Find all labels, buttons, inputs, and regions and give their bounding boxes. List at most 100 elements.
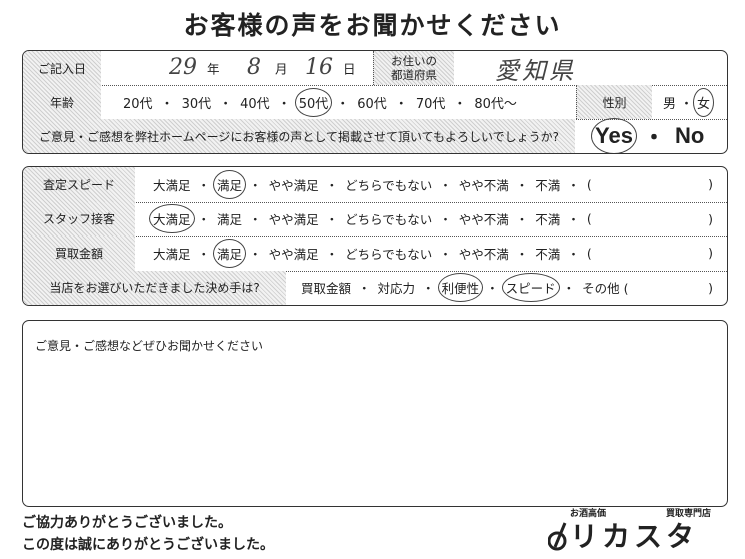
rating-option[interactable]: やや満足: [268, 246, 319, 262]
rating-option: (: [586, 211, 592, 227]
separator: ・: [160, 96, 174, 112]
rating-option[interactable]: やや満足: [268, 212, 319, 228]
rating-options: 大満足・満足・やや満足・どちらでもない・やや不満・不満・(: [153, 167, 592, 202]
separator: ・: [515, 212, 529, 228]
logo-tagline-right: 買取専門店: [666, 509, 712, 519]
decision-row: 当店をお選びいただきました決め手は? 買取金額・対応力・利便性・スピード・その他…: [23, 270, 727, 306]
separator: ・: [325, 177, 339, 193]
rating-option[interactable]: やや不満: [458, 212, 509, 228]
decision-option-selected[interactable]: 利便性: [437, 273, 484, 303]
age-label: 年齢: [23, 85, 101, 119]
age-option-selected[interactable]: 50代: [294, 87, 333, 117]
separator: ・: [422, 281, 435, 297]
comments-label: ご意見・ご感想などぜひお聞かせください: [35, 339, 264, 353]
date-row: ご記入日 29 年 8 月 16 日 お住いの 都道府県 愛知県: [23, 51, 727, 86]
decision-option: ): [708, 280, 713, 296]
age-row: 年齢 20代・ 30代・ 40代・ 50代・ 60代・ 70代・ 80代〜 性別 男・女: [23, 85, 727, 120]
separator: ・: [249, 246, 262, 262]
rating-option: ): [708, 176, 713, 192]
prefecture-label: お住いの 都道府県: [373, 51, 454, 85]
publish-options: Yes ・ No: [591, 118, 705, 153]
rating-label: 査定スピード: [23, 167, 135, 202]
decision-option[interactable]: 対応力: [377, 281, 416, 297]
age-option[interactable]: 40代: [240, 96, 270, 112]
separator: ・: [325, 212, 339, 228]
rating-label: スタッフ接客: [23, 201, 135, 236]
decision-option[interactable]: その他 (: [582, 281, 629, 297]
rikasuta-logo: お酒高価 買取専門店 リカスタ: [548, 506, 738, 558]
separator: ・: [219, 96, 233, 112]
bottle-icon: [548, 522, 567, 551]
rating-row: スタッフ接客 大満足・満足・やや満足・どちらでもない・やや不満・不満・( ): [23, 201, 727, 237]
thanks-line-2: この度は誠にありがとうございました。: [22, 537, 274, 553]
page-title: お客様の声をお聞かせください: [183, 11, 562, 40]
logo-tagline-left: お酒高価: [570, 509, 607, 519]
separator: ・: [325, 246, 339, 262]
separator: ・: [453, 96, 467, 112]
rating-option[interactable]: やや不満: [458, 246, 509, 262]
separator: ・: [358, 281, 371, 297]
age-option[interactable]: 80代〜: [474, 96, 517, 112]
rating-option[interactable]: どちらでもない: [345, 177, 433, 193]
rating-option[interactable]: どちらでもない: [345, 212, 433, 228]
separator: ・: [515, 246, 529, 262]
month-unit: 月: [275, 61, 288, 77]
year-unit: 年: [207, 61, 220, 77]
age-option[interactable]: 20代: [123, 96, 153, 112]
age-option[interactable]: 30代: [181, 96, 212, 112]
rating-options: 大満足・満足・やや満足・どちらでもない・やや不満・不満・(: [149, 202, 592, 237]
separator: ・: [394, 96, 408, 112]
gender-option-selected[interactable]: 女: [693, 87, 715, 117]
rating-row: 査定スピード 大満足・満足・やや満足・どちらでもない・やや不満・不満・( ): [23, 167, 727, 203]
customer-info-section: ご記入日 29 年 8 月 16 日 お住いの 都道府県 愛知県 年齢 20代・…: [22, 50, 728, 154]
prefecture-label-line1: お住いの: [391, 54, 437, 68]
separator: ・: [680, 96, 694, 112]
separator: ・: [486, 281, 499, 297]
separator: ・: [197, 177, 211, 193]
rating-option: (: [586, 176, 592, 192]
age-option[interactable]: 70代: [415, 96, 446, 112]
rating-option[interactable]: 不満: [535, 212, 561, 228]
separator: ・: [249, 177, 262, 193]
rating-option: ): [708, 245, 713, 261]
rating-option-selected[interactable]: 満足: [213, 169, 247, 199]
rating-option[interactable]: やや不満: [458, 177, 509, 193]
comments-section[interactable]: ご意見・ご感想などぜひお聞かせください: [22, 320, 728, 507]
prefecture-value[interactable]: 愛知県: [495, 57, 576, 85]
age-option[interactable]: 60代: [357, 96, 387, 112]
separator: ・: [567, 177, 580, 193]
separator: ・: [567, 212, 580, 228]
separator: ・: [197, 246, 211, 262]
rating-option[interactable]: 大満足: [153, 246, 191, 262]
publish-option[interactable]: No: [674, 123, 705, 148]
gender-option[interactable]: 男: [663, 96, 677, 112]
decision-option-selected[interactable]: スピード: [501, 273, 560, 303]
decision-option[interactable]: 買取金額: [301, 281, 352, 297]
month-value[interactable]: 8: [247, 55, 261, 80]
rating-option[interactable]: 不満: [535, 246, 561, 262]
separator: ・: [336, 96, 350, 112]
separator: ・: [562, 281, 576, 297]
separator: ・: [439, 212, 452, 228]
separator: ・: [515, 177, 529, 193]
year-value[interactable]: 29: [169, 55, 197, 80]
decision-options: 買取金額・対応力・利便性・スピード・その他 (: [301, 271, 628, 306]
rating-option[interactable]: やや満足: [268, 177, 319, 193]
separator: ・: [439, 177, 452, 193]
day-unit: 日: [343, 61, 356, 77]
separator: ・: [439, 246, 452, 262]
day-value[interactable]: 16: [305, 55, 333, 80]
rating-option[interactable]: どちらでもない: [345, 246, 433, 262]
age-options: 20代・ 30代・ 40代・ 50代・ 60代・ 70代・ 80代〜: [123, 85, 517, 119]
rating-option: (: [586, 245, 592, 261]
rating-option-selected[interactable]: 満足: [213, 238, 247, 268]
publish-question: ご意見・ご感想を弊社ホームページにお客様の声として掲載させて頂いてもよろしいでし…: [23, 119, 575, 153]
rating-option-selected[interactable]: 大満足: [149, 204, 195, 234]
separator: ・: [642, 125, 665, 150]
prefecture-label-line2: 都道府県: [391, 68, 437, 82]
rating-option[interactable]: 大満足: [153, 177, 191, 193]
rating-option[interactable]: 満足: [217, 212, 243, 228]
publish-option-selected[interactable]: Yes: [591, 118, 637, 153]
rating-option[interactable]: 不満: [535, 177, 561, 193]
decision-label: 当店をお選びいただきました決め手は?: [23, 270, 286, 305]
